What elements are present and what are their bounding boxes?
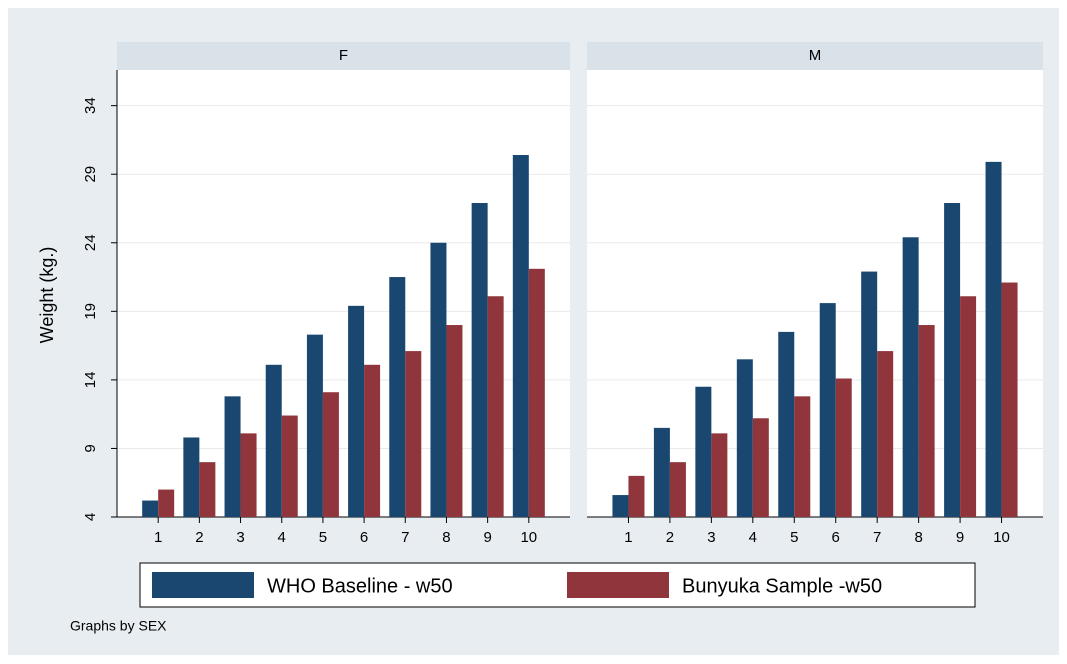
bar [405,351,422,517]
bar [183,437,200,517]
bar [471,203,488,518]
x-tick-label: 3 [236,529,244,546]
legend-swatch [567,572,669,598]
bar [778,331,795,517]
panel-title: F [339,47,348,64]
bar [265,364,282,517]
x-tick-label: 2 [195,529,203,546]
x-tick-label: 10 [993,529,1010,546]
x-tick-label: 1 [624,529,632,546]
bar [430,242,447,517]
bar [736,359,753,517]
bar [752,418,769,517]
bar [902,237,919,517]
bar [944,203,961,518]
bar [669,462,686,517]
bar [861,271,878,517]
bar [224,396,241,517]
bar [695,386,712,517]
x-tick-label: 10 [520,529,537,546]
bar [240,433,257,517]
bar [281,415,298,517]
bar [711,433,728,517]
bar [364,364,381,517]
y-tick-label: 9 [82,444,99,452]
x-tick-label: 3 [707,529,715,546]
bar [199,462,216,517]
bar [819,303,836,517]
x-tick-label: 2 [666,529,674,546]
legend-label: Bunyuka Sample -w50 [682,575,882,597]
x-tick-label: 6 [832,529,840,546]
bar [628,475,645,517]
x-tick-label: 8 [442,529,450,546]
bar [322,392,339,517]
x-tick-label: 6 [360,529,368,546]
x-tick-label: 9 [956,529,964,546]
y-tick-label: 24 [82,234,99,251]
bar [446,325,463,517]
bar [142,500,159,517]
bar [653,427,670,517]
panel-strip [117,42,570,70]
bar [487,296,504,517]
bar [612,495,629,517]
y-tick-label: 34 [82,97,99,114]
note: Graphs by SEX [70,618,167,634]
legend-label: WHO Baseline - w50 [267,575,453,597]
bar [348,305,365,517]
x-tick-label: 9 [483,529,491,546]
bar [389,277,406,517]
bar [877,351,894,517]
x-tick-label: 4 [278,529,286,546]
bar [960,296,977,517]
bar [528,268,545,517]
bar [985,161,1002,517]
x-tick-label: 7 [873,529,881,546]
x-tick-label: 5 [319,529,327,546]
bar [918,325,935,517]
y-tick-label: 29 [82,166,99,183]
bar [158,489,175,517]
bar [512,155,529,517]
x-tick-label: 5 [790,529,798,546]
legend-swatch [152,572,254,598]
y-tick-label: 14 [82,372,99,389]
x-tick-label: 8 [914,529,922,546]
bar [794,396,811,517]
x-tick-label: 7 [401,529,409,546]
x-tick-label: 1 [154,529,162,546]
x-tick-label: 4 [749,529,757,546]
bar [306,334,323,517]
y-tick-label: 19 [82,303,99,320]
legend [139,562,976,608]
bar [835,378,852,517]
panel-title: M [809,47,822,64]
bar [1001,282,1018,517]
panel-strip [587,42,1043,70]
y-axis-label: Weight (kg.) [37,247,57,344]
y-tick-label: 4 [82,513,99,521]
